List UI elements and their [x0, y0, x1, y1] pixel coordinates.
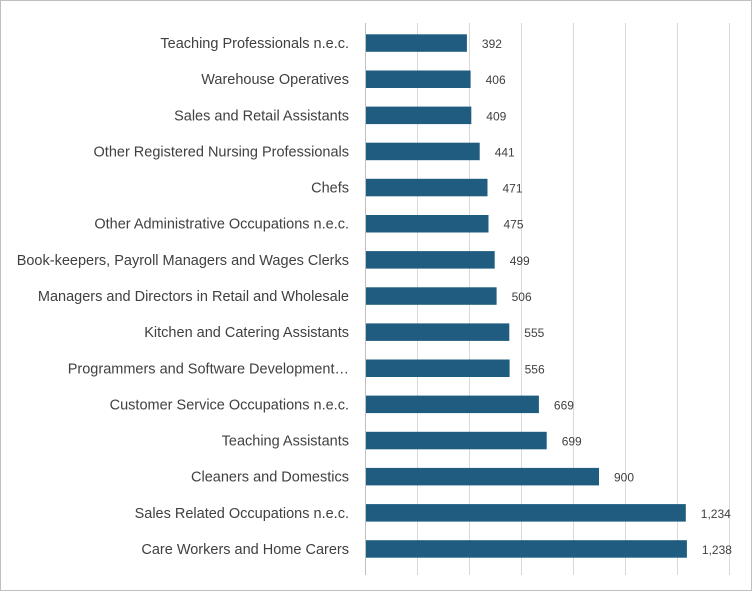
bar: [366, 70, 471, 88]
data-label: 406: [486, 73, 506, 87]
bar: [366, 431, 547, 450]
category-label: Other Registered Nursing Professionals: [94, 145, 349, 161]
category-label: Book-keepers, Payroll Managers and Wages…: [17, 253, 349, 269]
data-label: 506: [512, 290, 532, 304]
category-label: Sales Related Occupations n.e.c.: [135, 506, 349, 522]
category-label: Care Workers and Home Carers: [141, 542, 349, 558]
category-label: Chefs: [311, 181, 349, 197]
bar: [366, 504, 686, 522]
bar: [366, 215, 489, 233]
data-label: 392: [482, 37, 502, 51]
bar: [366, 323, 510, 341]
category-label: Sales and Retail Assistants: [174, 108, 349, 124]
bar: [366, 287, 497, 305]
data-label: 699: [562, 435, 582, 449]
data-label: 555: [524, 326, 544, 340]
category-label: Programmers and Software Development…: [68, 361, 349, 377]
data-label: 409: [486, 109, 506, 123]
bar: [366, 34, 467, 52]
data-label: 669: [554, 398, 574, 412]
category-label: Teaching Professionals n.e.c.: [160, 36, 349, 52]
data-label: 471: [503, 182, 523, 196]
data-label: 900: [614, 471, 634, 485]
category-label: Kitchen and Catering Assistants: [144, 325, 349, 341]
bar: [366, 359, 510, 377]
category-label: Customer Service Occupations n.e.c.: [110, 397, 349, 413]
bar: [366, 178, 488, 197]
data-label: 1,238: [702, 543, 732, 557]
data-label: 556: [525, 362, 545, 376]
bar: [366, 142, 480, 161]
data-label: 441: [495, 146, 515, 160]
data-label: 499: [510, 254, 530, 268]
data-label: 475: [504, 218, 524, 232]
category-label: Cleaners and Domestics: [191, 470, 349, 486]
bar: [366, 106, 472, 125]
bar: [366, 251, 495, 269]
category-label: Warehouse Operatives: [201, 72, 349, 88]
data-label: 1,234: [701, 507, 731, 521]
bar: [366, 395, 539, 414]
category-label: Other Administrative Occupations n.e.c.: [94, 217, 349, 233]
category-label: Managers and Directors in Retail and Who…: [38, 289, 349, 305]
category-label: Teaching Assistants: [222, 434, 349, 450]
bar: [366, 467, 599, 486]
bar: [366, 540, 687, 558]
